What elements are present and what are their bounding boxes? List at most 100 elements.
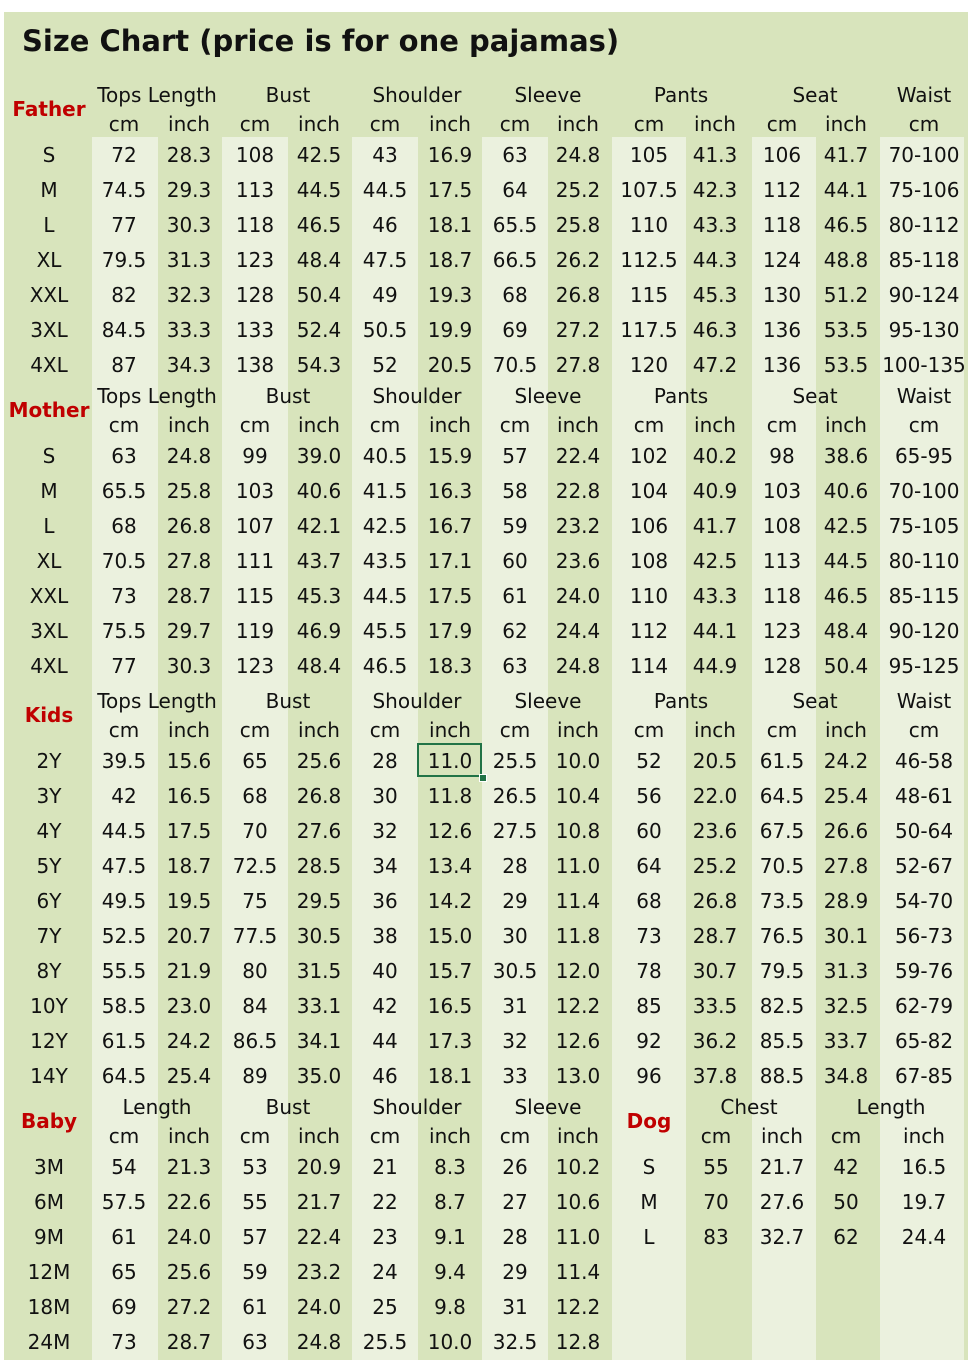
table-cell[interactable]: 120: [629, 353, 669, 377]
table-cell[interactable]: 43: [372, 143, 398, 167]
table-cell[interactable]: 46: [372, 213, 398, 237]
table-cell[interactable]: 115: [629, 283, 669, 307]
table-cell[interactable]: 70-100: [888, 479, 960, 503]
table-cell[interactable]: 53.5: [823, 353, 869, 377]
table-cell[interactable]: 60: [502, 549, 528, 573]
table-cell[interactable]: 20.5: [427, 353, 473, 377]
table-cell[interactable]: 25.5: [492, 749, 538, 773]
table-cell[interactable]: 82.5: [759, 994, 805, 1018]
table-cell[interactable]: 11.0: [555, 1225, 601, 1249]
table-cell[interactable]: 70: [242, 819, 268, 843]
table-cell[interactable]: 43.3: [692, 584, 738, 608]
table-cell[interactable]: 44.9: [692, 654, 738, 678]
table-cell[interactable]: 27: [502, 1190, 528, 1214]
table-cell[interactable]: 118: [762, 213, 802, 237]
table-cell[interactable]: 22.6: [166, 1190, 212, 1214]
table-cell[interactable]: 108: [762, 514, 802, 538]
table-cell[interactable]: 44.5: [362, 178, 408, 202]
table-cell[interactable]: 90-120: [888, 619, 960, 643]
table-cell[interactable]: 75-105: [888, 514, 960, 538]
table-cell[interactable]: 25.6: [296, 749, 342, 773]
table-cell[interactable]: 42.3: [692, 178, 738, 202]
table-cell[interactable]: 18.1: [427, 213, 473, 237]
table-cell[interactable]: 32: [372, 819, 398, 843]
table-cell[interactable]: 32: [502, 1029, 528, 1053]
fill-handle[interactable]: [479, 774, 487, 782]
table-cell[interactable]: 70.5: [101, 549, 147, 573]
table-cell[interactable]: 55: [242, 1190, 268, 1214]
table-cell[interactable]: 92: [636, 1029, 662, 1053]
table-cell[interactable]: 19.9: [427, 318, 473, 342]
table-cell[interactable]: 26.8: [692, 889, 738, 913]
table-cell[interactable]: 22.4: [296, 1225, 342, 1249]
table-cell[interactable]: 74.5: [101, 178, 147, 202]
table-cell[interactable]: 78: [636, 959, 662, 983]
table-cell[interactable]: 37.8: [692, 1064, 738, 1088]
table-cell[interactable]: 17.5: [427, 584, 473, 608]
table-cell[interactable]: 96: [636, 1064, 662, 1088]
table-cell[interactable]: 66.5: [492, 248, 538, 272]
table-cell[interactable]: 46.3: [692, 318, 738, 342]
table-cell[interactable]: 12.2: [555, 994, 601, 1018]
table-cell[interactable]: 23.2: [296, 1260, 342, 1284]
table-cell[interactable]: 48-61: [894, 784, 954, 808]
table-cell[interactable]: 12.6: [427, 819, 473, 843]
table-cell[interactable]: 26: [502, 1155, 528, 1179]
table-cell[interactable]: 68: [502, 283, 528, 307]
table-cell[interactable]: 19.7: [901, 1190, 947, 1214]
table-cell[interactable]: 9.1: [434, 1225, 466, 1249]
table-cell[interactable]: 57: [502, 444, 528, 468]
table-cell[interactable]: 110: [629, 213, 669, 237]
table-cell[interactable]: 77: [111, 213, 137, 237]
table-cell[interactable]: 42.5: [362, 514, 408, 538]
table-cell[interactable]: 118: [762, 584, 802, 608]
table-cell[interactable]: 102: [629, 444, 669, 468]
table-cell[interactable]: 48.4: [823, 619, 869, 643]
table-cell[interactable]: 10.2: [555, 1155, 601, 1179]
table-cell[interactable]: 106: [762, 143, 802, 167]
table-cell[interactable]: 63: [242, 1330, 268, 1354]
table-cell[interactable]: 42: [833, 1155, 859, 1179]
table-cell[interactable]: 29.5: [296, 889, 342, 913]
table-cell[interactable]: 45.5: [362, 619, 408, 643]
table-cell[interactable]: 70.5: [492, 353, 538, 377]
table-cell[interactable]: 112: [629, 619, 669, 643]
table-cell[interactable]: 87: [111, 353, 137, 377]
table-cell[interactable]: 108: [629, 549, 669, 573]
table-cell[interactable]: 27.2: [555, 318, 601, 342]
table-cell[interactable]: 65: [242, 749, 268, 773]
table-cell[interactable]: 65.5: [101, 479, 147, 503]
table-cell[interactable]: 21: [372, 1155, 398, 1179]
table-cell[interactable]: 130: [762, 283, 802, 307]
table-cell[interactable]: 133: [235, 318, 275, 342]
table-cell[interactable]: 83: [703, 1225, 729, 1249]
table-cell[interactable]: 85: [636, 994, 662, 1018]
table-cell[interactable]: 56-73: [894, 924, 954, 948]
table-cell[interactable]: 128: [235, 283, 275, 307]
table-cell[interactable]: 28.9: [823, 889, 869, 913]
table-cell[interactable]: 40: [372, 959, 398, 983]
table-cell[interactable]: 85-118: [888, 248, 960, 272]
table-cell[interactable]: 58: [502, 479, 528, 503]
table-cell[interactable]: 18.7: [166, 854, 212, 878]
table-cell[interactable]: 11.0: [555, 854, 601, 878]
table-cell[interactable]: 54: [111, 1155, 137, 1179]
table-cell[interactable]: 8.7: [434, 1190, 466, 1214]
table-cell[interactable]: 24.8: [555, 654, 601, 678]
table-cell[interactable]: 61: [502, 584, 528, 608]
table-cell[interactable]: 53: [242, 1155, 268, 1179]
table-cell[interactable]: 64: [502, 178, 528, 202]
table-cell[interactable]: 13.0: [555, 1064, 601, 1088]
table-cell[interactable]: 65: [111, 1260, 137, 1284]
table-cell[interactable]: 72.5: [232, 854, 278, 878]
table-cell[interactable]: 46.5: [823, 584, 869, 608]
table-cell[interactable]: 25.6: [166, 1260, 212, 1284]
table-cell[interactable]: 16.3: [427, 479, 473, 503]
table-cell[interactable]: 64.5: [759, 784, 805, 808]
table-cell[interactable]: 84: [242, 994, 268, 1018]
table-cell[interactable]: 23.0: [166, 994, 212, 1018]
table-cell[interactable]: 29: [502, 889, 528, 913]
table-cell[interactable]: 33.7: [823, 1029, 869, 1053]
table-cell[interactable]: 25.4: [823, 784, 869, 808]
table-cell[interactable]: 42.5: [296, 143, 342, 167]
